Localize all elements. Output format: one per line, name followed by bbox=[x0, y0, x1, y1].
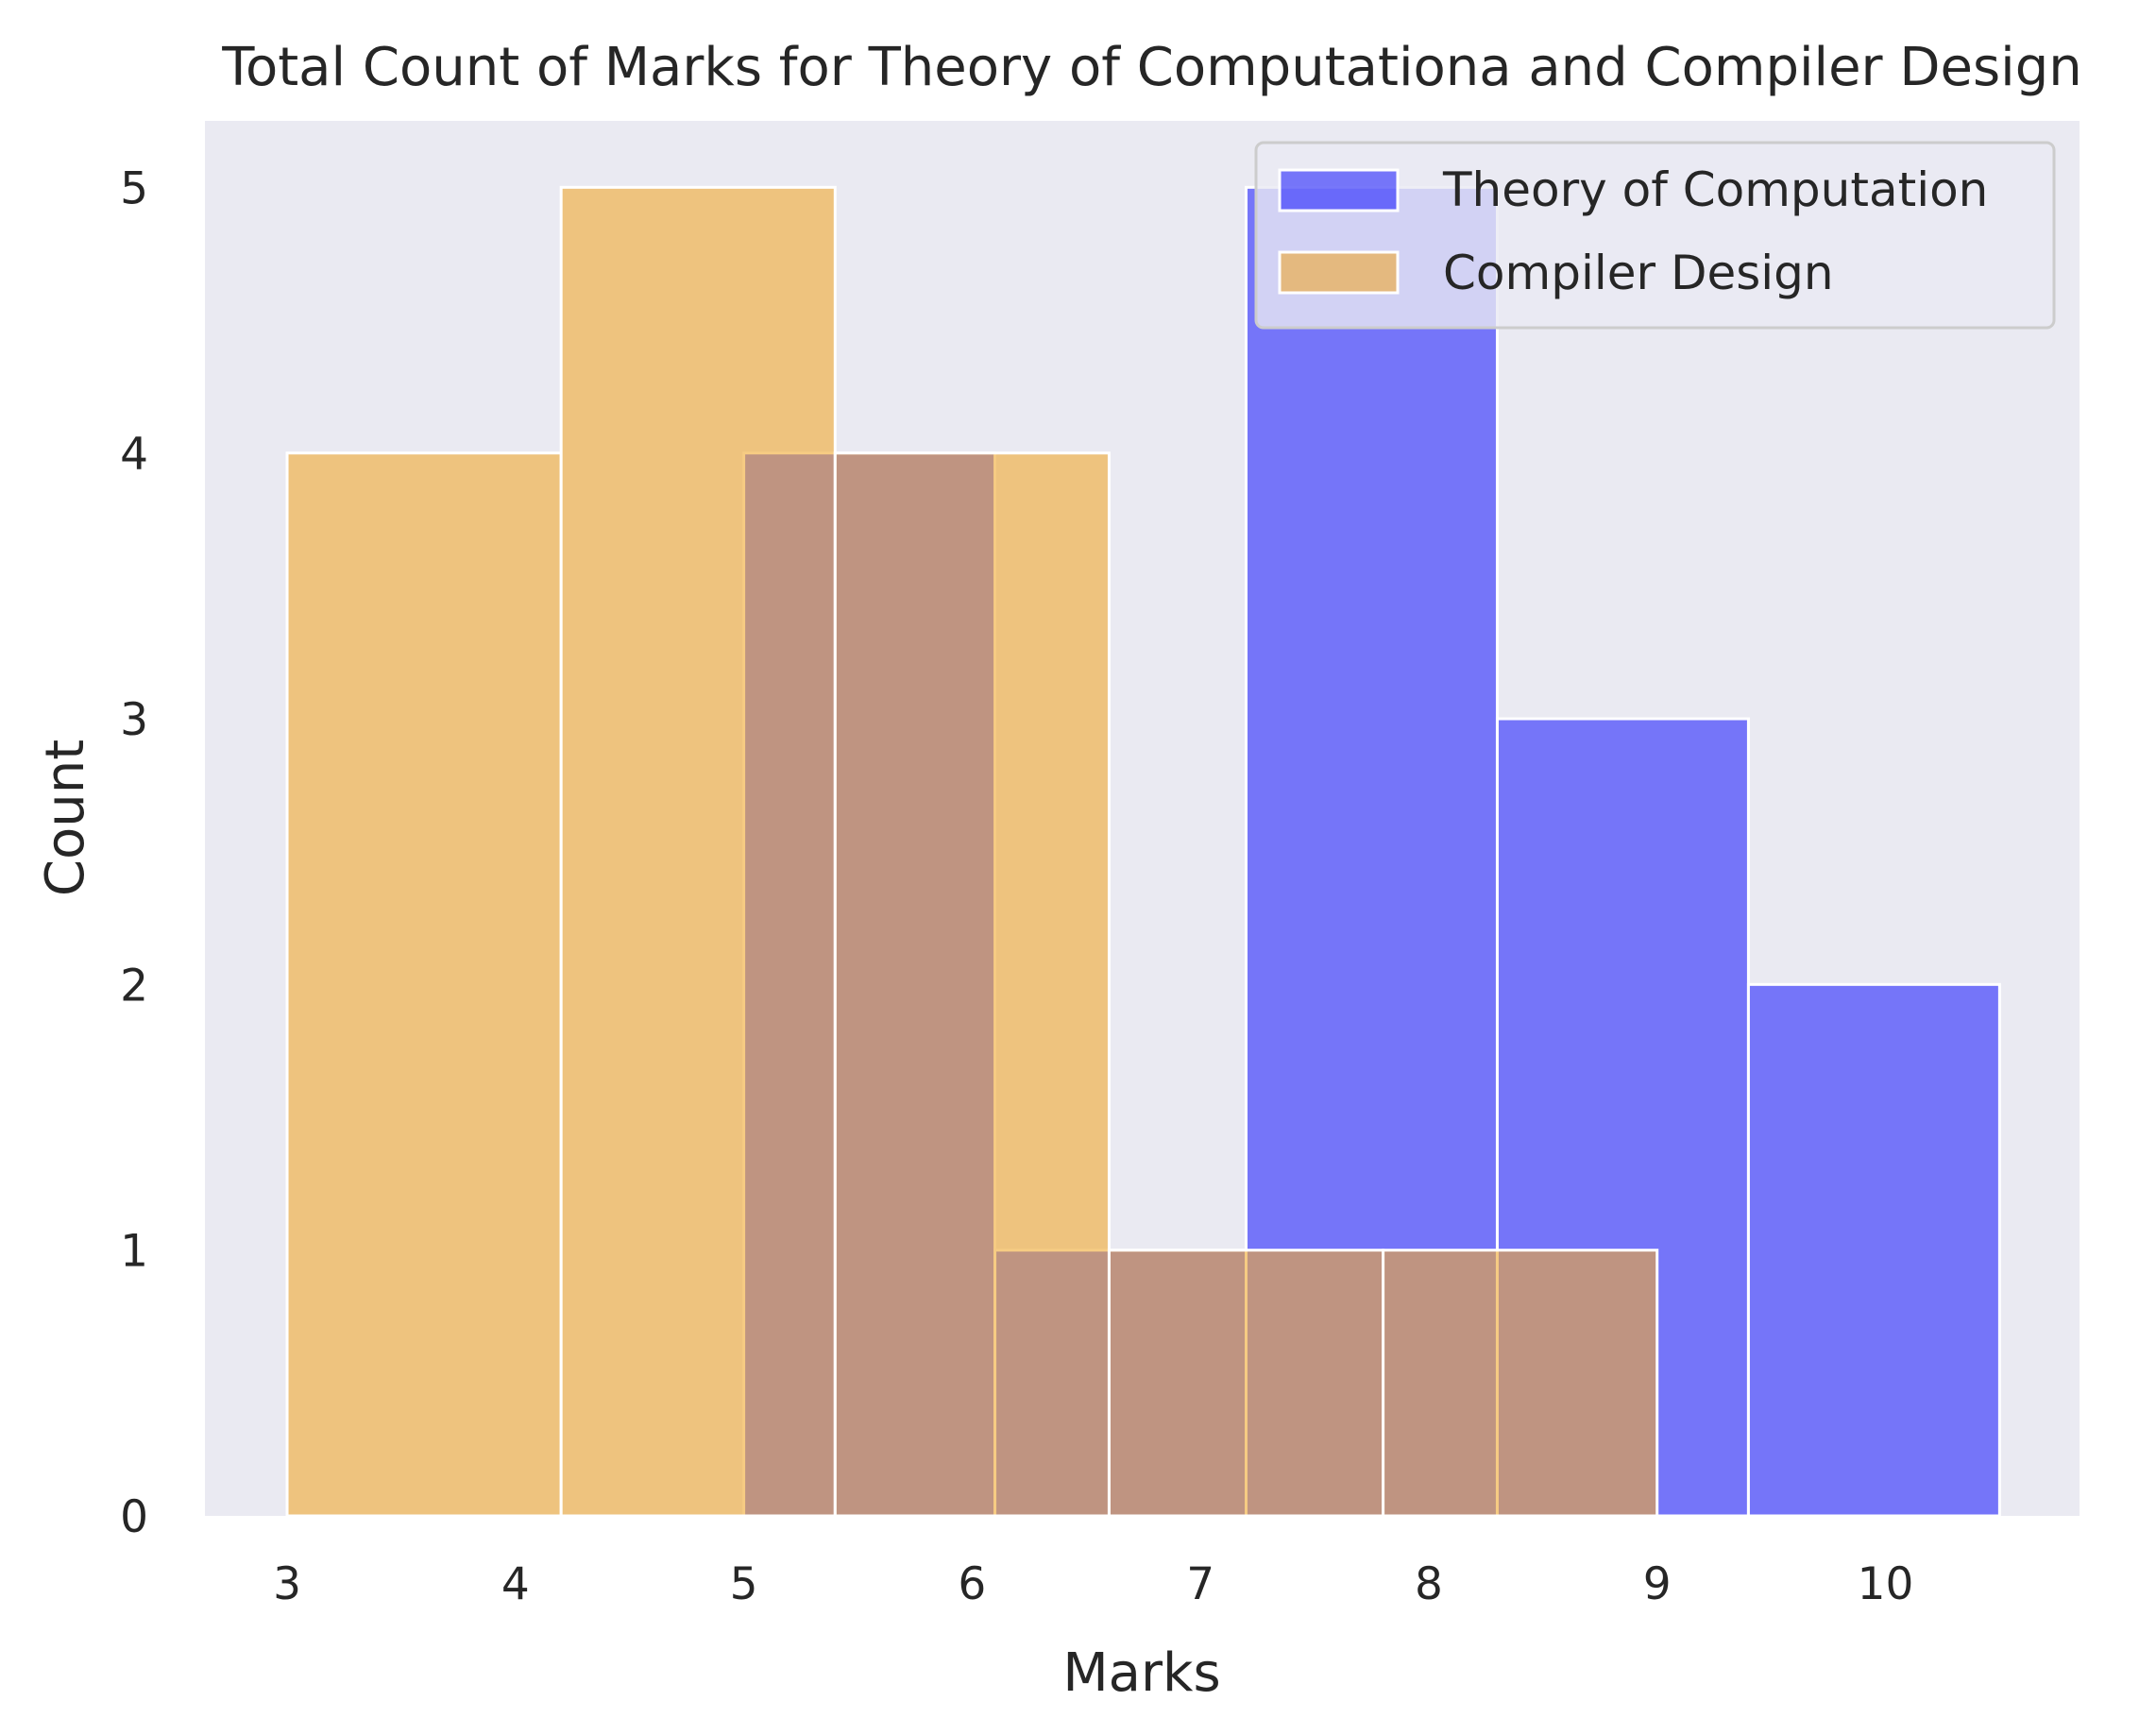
x-tick-label-8: 8 bbox=[1415, 1558, 1443, 1610]
x-axis-label: Marks bbox=[1062, 1642, 1220, 1704]
bar-compiler-design-1 bbox=[559, 185, 837, 1518]
x-tick-label-9: 9 bbox=[1643, 1558, 1672, 1610]
y-axis-label: Count bbox=[35, 740, 96, 896]
bar-theory-of-computation-4 bbox=[1746, 982, 2001, 1518]
bars-layer bbox=[285, 185, 2001, 1518]
x-tick-label-4: 4 bbox=[501, 1558, 530, 1610]
x-tick-label-3: 3 bbox=[273, 1558, 301, 1610]
x-tick-label-10: 10 bbox=[1858, 1558, 1914, 1610]
y-ticks: 0 1 2 3 4 5 bbox=[120, 162, 148, 1543]
chart-title: Total Count of Marks for Theory of Compu… bbox=[221, 37, 2081, 98]
y-tick-label-3: 3 bbox=[120, 694, 148, 746]
x-tick-label-7: 7 bbox=[1186, 1558, 1214, 1610]
x-ticks: 3 4 5 6 7 8 9 10 bbox=[273, 1558, 1913, 1610]
x-tick-label-5: 5 bbox=[730, 1558, 758, 1610]
legend: Theory of Computation Compiler Design bbox=[1254, 141, 2056, 330]
y-tick-label-4: 4 bbox=[120, 429, 148, 481]
legend-label-theory: Theory of Computation bbox=[1442, 162, 1988, 217]
y-tick-label-5: 5 bbox=[120, 162, 148, 214]
legend-swatch-theory bbox=[1278, 168, 1400, 213]
bar-compiler-design-2 bbox=[833, 451, 1111, 1518]
y-tick-label-2: 2 bbox=[120, 960, 148, 1012]
bar-compiler-design-3 bbox=[1107, 1249, 1385, 1518]
legend-label-compiler: Compiler Design bbox=[1443, 246, 1834, 300]
x-tick-label-6: 6 bbox=[958, 1558, 986, 1610]
y-tick-label-0: 0 bbox=[120, 1491, 148, 1543]
y-tick-label-1: 1 bbox=[120, 1226, 148, 1278]
legend-box bbox=[1254, 141, 2056, 330]
legend-swatch-compiler bbox=[1278, 250, 1400, 295]
bar-compiler-design-0 bbox=[285, 451, 563, 1518]
bar-compiler-design-4 bbox=[1382, 1249, 1659, 1518]
